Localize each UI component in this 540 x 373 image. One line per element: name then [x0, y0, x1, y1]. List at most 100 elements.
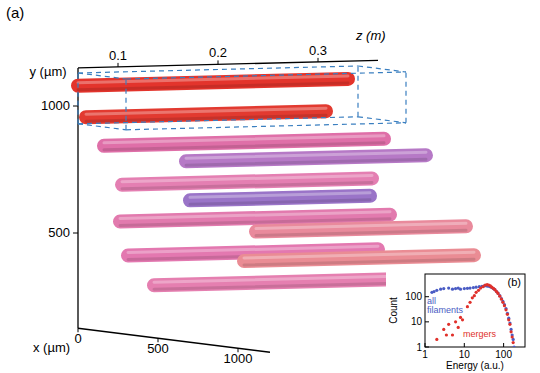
filament-shade — [190, 200, 370, 205]
point — [442, 328, 445, 331]
point — [463, 287, 466, 290]
highlight-box-edge — [357, 66, 358, 117]
point — [506, 313, 509, 316]
highlight-box-edge — [126, 72, 406, 79]
x-tick-label: 10 — [459, 349, 471, 360]
point — [507, 318, 510, 321]
inset-background — [386, 266, 540, 373]
panel-b: 110100110100Energy (a.u.)Count(b)allfila… — [386, 266, 540, 373]
point — [442, 287, 445, 290]
point — [513, 345, 516, 347]
y-axis — [77, 68, 78, 328]
point — [461, 318, 464, 321]
points — [430, 283, 515, 347]
highlight-box-edge — [78, 66, 358, 73]
point — [508, 323, 511, 326]
point — [501, 301, 504, 304]
point — [435, 289, 438, 292]
point — [511, 335, 514, 338]
highlight-box-edge — [405, 72, 406, 123]
point — [468, 286, 471, 289]
filament-highlight — [78, 76, 348, 83]
point — [454, 320, 457, 323]
filament-shade — [256, 230, 466, 235]
point — [500, 298, 503, 301]
y-tick — [425, 347, 429, 348]
z-axis-label: z (m) — [355, 28, 386, 43]
y-tick — [73, 233, 78, 234]
z-tick-label: 0.1 — [109, 48, 127, 63]
filament-highlight — [256, 223, 466, 228]
figure: 5001000050010000.10.20.3z (m)y (µm)x (µm… — [0, 0, 540, 373]
x-tick-label: 1 — [422, 349, 428, 360]
y-tick-label: 1 — [416, 342, 422, 353]
z-tick-label: 0.2 — [209, 45, 227, 60]
x-tick-label: 0 — [74, 331, 81, 346]
point — [496, 292, 499, 295]
point — [498, 295, 501, 298]
point — [473, 294, 476, 297]
point — [459, 288, 462, 291]
point — [447, 323, 450, 326]
x-axis-label: x (µm) — [33, 340, 70, 355]
highlight-box-edge — [78, 124, 126, 130]
filament-highlight — [86, 108, 326, 114]
filament-shade — [104, 143, 384, 150]
highlight-box-edge — [78, 117, 358, 124]
y-tick-label: 500 — [48, 225, 70, 240]
point — [445, 333, 448, 336]
point — [509, 330, 512, 333]
background — [0, 0, 540, 373]
point — [475, 286, 478, 289]
highlight-box-edge — [125, 79, 126, 130]
plot-frame — [425, 274, 525, 347]
filament-highlight — [244, 252, 474, 258]
filament-highlight — [154, 276, 404, 282]
x-axis — [78, 328, 270, 352]
y-tick — [73, 106, 78, 107]
z-tick — [118, 63, 119, 67]
point — [504, 308, 507, 311]
filament-shade — [122, 182, 372, 188]
point — [451, 288, 454, 291]
legend-label: allfilaments — [427, 296, 464, 315]
point — [439, 288, 442, 291]
x-tick — [503, 343, 504, 347]
x-tick-label: 1000 — [224, 351, 253, 366]
y-tick-label: 100 — [405, 291, 422, 302]
z-tick — [218, 60, 219, 64]
y-axis-label: y (µm) — [29, 64, 66, 79]
highlight-box-edge — [78, 73, 126, 79]
highlight-box-edge — [77, 73, 78, 124]
point — [468, 301, 471, 304]
z-tick-label: 0.3 — [309, 43, 327, 58]
x-tick — [425, 343, 426, 347]
legend-word: mergers — [463, 329, 497, 339]
point — [447, 286, 450, 289]
point — [472, 286, 475, 289]
filament-highlight — [104, 136, 384, 143]
panel-label: (a) — [6, 4, 24, 21]
y-tick — [425, 321, 429, 322]
point — [435, 338, 438, 341]
point — [503, 304, 506, 307]
point — [432, 290, 435, 293]
y-tick-label: 1000 — [41, 98, 70, 113]
x-tick — [464, 343, 465, 347]
legend-word: filaments — [427, 305, 464, 315]
filament-highlight — [122, 175, 372, 181]
highlight-box-edge — [358, 66, 406, 72]
z-tick — [318, 58, 319, 62]
point — [457, 326, 460, 329]
filament-shade — [154, 283, 404, 289]
x-axis-label: Energy (a.u.) — [446, 360, 504, 371]
filament-shade — [186, 159, 426, 165]
filament-highlight — [120, 212, 390, 219]
panel-label: (b) — [508, 276, 521, 288]
filament-highlight — [190, 193, 370, 198]
highlight-box-edge — [126, 123, 406, 130]
filament-highlight — [128, 246, 378, 252]
legend-label: mergers — [463, 329, 497, 339]
filaments — [78, 76, 474, 289]
x-tick-label: 100 — [495, 349, 512, 360]
